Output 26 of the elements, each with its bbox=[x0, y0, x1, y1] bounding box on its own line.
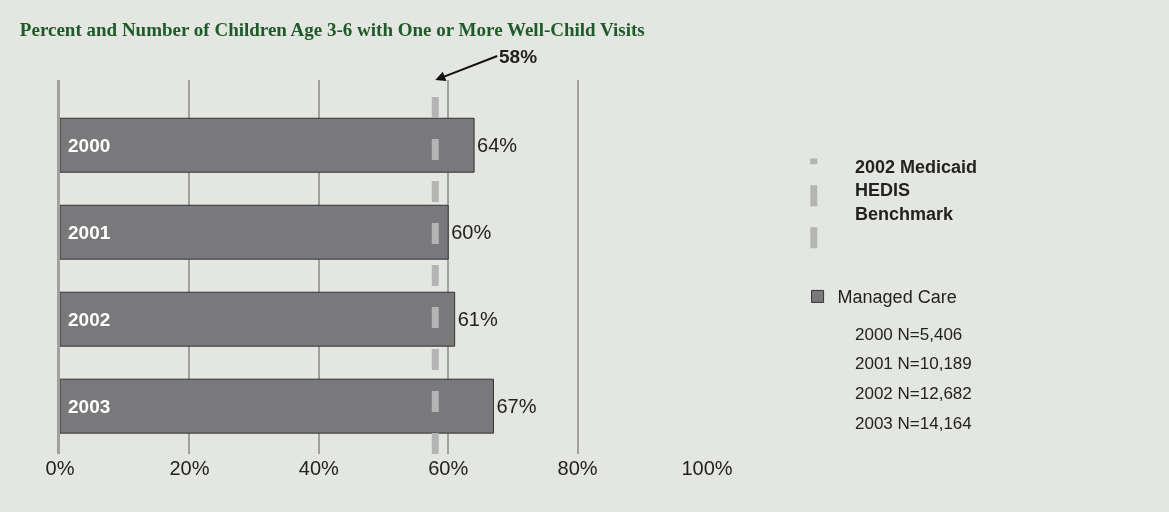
data-label: 64% bbox=[477, 134, 518, 157]
bar bbox=[60, 378, 494, 434]
x-tick-label: 0% bbox=[45, 457, 75, 479]
y-tick-label: 2003 bbox=[68, 396, 111, 417]
bar bbox=[60, 291, 456, 347]
y-tick-label: 2000 bbox=[68, 135, 111, 156]
x-tick-label: 80% bbox=[557, 457, 598, 479]
text: 2002 N=12,682 bbox=[855, 384, 972, 403]
y-tick-label: 2002 bbox=[68, 309, 111, 330]
data-label: 61% bbox=[457, 308, 498, 331]
data-label: 60% bbox=[451, 221, 492, 244]
bar bbox=[60, 204, 449, 260]
chart-title: Percent and Number of Children Age 3-6 with One or More Well-Child Visits bbox=[19, 19, 645, 41]
legend-label: Managed Care bbox=[837, 287, 957, 308]
bar bbox=[60, 117, 475, 173]
x-tick-label: 60% bbox=[428, 457, 469, 479]
text: 2000 N=5,406 bbox=[855, 325, 963, 344]
x-tick-label: 40% bbox=[298, 457, 340, 479]
text: 2003 N=14,164 bbox=[855, 414, 972, 433]
ref-line-label: 58% bbox=[499, 46, 538, 67]
text: 2001 N=10,189 bbox=[855, 354, 972, 373]
x-tick-label: 100% bbox=[681, 457, 733, 479]
x-tick-label: 20% bbox=[169, 457, 210, 479]
text: 2002 Medicaid HEDIS Benchmark bbox=[855, 157, 978, 224]
data-label: 67% bbox=[496, 395, 537, 418]
y-tick-label: 2001 bbox=[68, 222, 111, 243]
